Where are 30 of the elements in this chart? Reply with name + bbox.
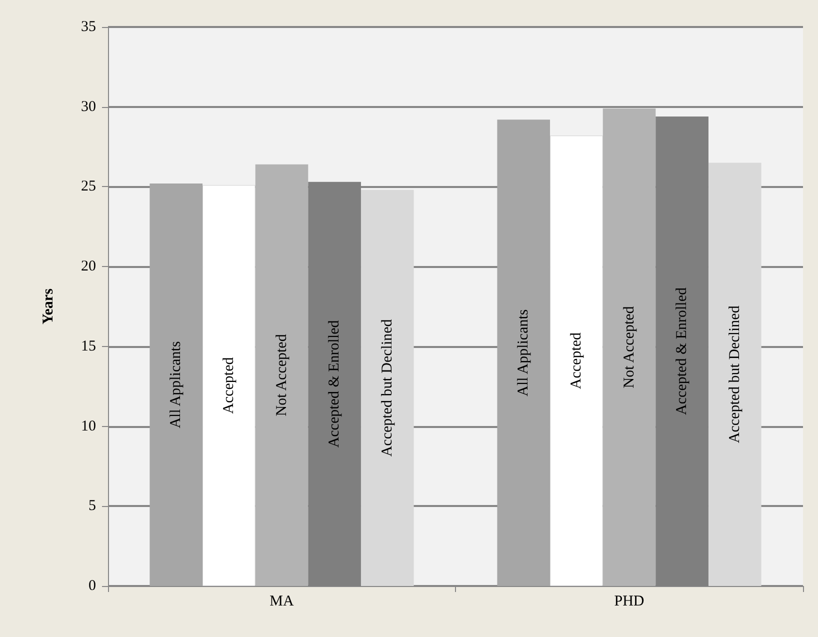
series-label: Accepted but Declined bbox=[379, 318, 396, 457]
bar bbox=[255, 164, 308, 586]
series-label: Accepted bbox=[568, 332, 584, 390]
bar bbox=[202, 185, 256, 586]
text: Accepted but Declined bbox=[726, 306, 743, 444]
bar bbox=[497, 120, 550, 586]
bar bbox=[360, 190, 414, 586]
text: Accepted bbox=[220, 357, 237, 414]
y-tick-label: 0 bbox=[88, 578, 96, 594]
series-label: All Applicants bbox=[516, 309, 532, 396]
y-tick-label: 5 bbox=[88, 498, 96, 514]
text: Not Accepted bbox=[274, 334, 290, 416]
x-tick-label: PHD bbox=[614, 594, 644, 610]
y-tick-label: 35 bbox=[81, 19, 96, 35]
bar bbox=[656, 116, 708, 586]
y-tick-label: 25 bbox=[81, 178, 96, 195]
series-label: Accepted & Enrolled bbox=[326, 320, 343, 448]
series-label: Not Accepted bbox=[621, 306, 638, 388]
y-tick-label: 15 bbox=[81, 338, 96, 354]
bar bbox=[602, 108, 656, 586]
y-axis-title: Years bbox=[40, 288, 56, 324]
text: All Applicants bbox=[168, 341, 184, 428]
bar bbox=[150, 184, 203, 586]
y-tick-label: 20 bbox=[81, 258, 96, 275]
text: Accepted & Enrolled bbox=[674, 287, 690, 415]
y-tick-label: 30 bbox=[81, 98, 96, 115]
y-tick-label: 10 bbox=[81, 418, 96, 434]
bar bbox=[550, 136, 603, 586]
bar bbox=[708, 162, 762, 586]
x-tick-label: MA bbox=[270, 594, 294, 610]
